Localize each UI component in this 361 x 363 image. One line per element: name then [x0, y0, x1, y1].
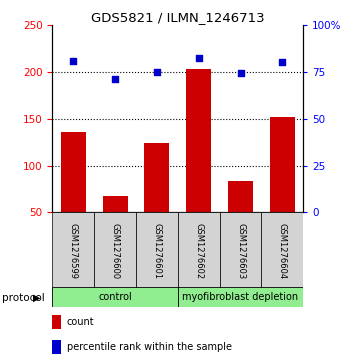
- Bar: [61, 132, 86, 212]
- Point: [238, 70, 243, 76]
- Bar: [178, 212, 219, 290]
- Bar: [136, 212, 178, 290]
- Text: percentile rank within the sample: percentile rank within the sample: [67, 342, 232, 352]
- Point: [279, 59, 285, 65]
- Text: GSM1276600: GSM1276600: [110, 223, 119, 280]
- Text: control: control: [98, 292, 132, 302]
- Text: GSM1276603: GSM1276603: [236, 223, 245, 280]
- Point: [154, 69, 160, 75]
- Bar: [261, 212, 303, 290]
- Text: count: count: [67, 317, 95, 327]
- Bar: [144, 143, 169, 212]
- Text: GSM1276599: GSM1276599: [69, 223, 78, 280]
- Bar: [219, 212, 261, 290]
- Bar: [228, 180, 253, 212]
- Text: ▶: ▶: [33, 293, 41, 303]
- Bar: [52, 287, 178, 307]
- Text: protocol: protocol: [2, 293, 44, 303]
- Bar: [186, 69, 211, 212]
- Text: GSM1276604: GSM1276604: [278, 223, 287, 280]
- Bar: [52, 212, 94, 290]
- Text: myofibroblast depletion: myofibroblast depletion: [182, 292, 299, 302]
- Bar: [103, 196, 128, 212]
- Text: GSM1276601: GSM1276601: [152, 223, 161, 280]
- Bar: [178, 287, 303, 307]
- Text: GSM1276602: GSM1276602: [194, 223, 203, 280]
- Point: [196, 55, 201, 61]
- Point: [70, 58, 76, 64]
- Title: GDS5821 / ILMN_1246713: GDS5821 / ILMN_1246713: [91, 11, 265, 24]
- Point: [112, 76, 118, 82]
- Bar: [270, 117, 295, 212]
- Bar: [94, 212, 136, 290]
